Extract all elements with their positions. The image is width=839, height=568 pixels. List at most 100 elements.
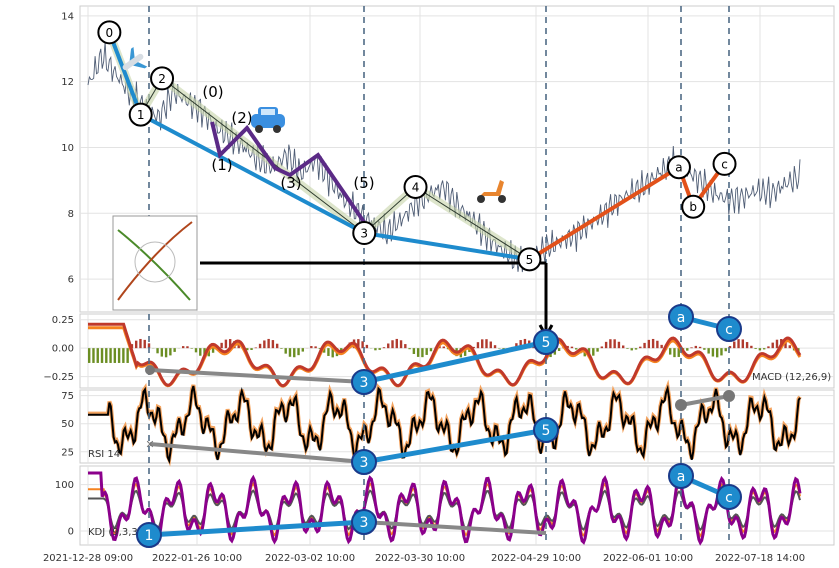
airplane-wing [129,47,148,69]
macd-histogram-bar [775,339,779,349]
macd-histogram-bar [361,341,364,349]
macd-histogram-bar [575,348,578,350]
macd-histogram-bar [143,339,146,349]
divergence-badge [533,329,559,355]
car-body [251,114,285,128]
scooter-wheel [498,195,506,203]
macd-histogram-bar [293,348,296,358]
macd-histogram-bar [271,340,275,349]
divergence-line-blue [148,519,365,538]
macd-histogram-bar [254,347,258,349]
macd-histogram-bar [105,348,108,363]
macd-histogram-bar [237,344,240,349]
macd-histogram-bar [515,343,518,349]
wave-point-label: 2 [158,72,166,86]
macd-histogram-bar [96,348,99,363]
macd-histogram-bar [408,348,411,350]
divergence-label: a [677,469,686,485]
scooter-wheel [477,195,485,203]
y-tick-label: 10 [61,143,74,154]
y-tick-label: 8 [68,209,74,220]
sub-wave-label: (1) [211,156,232,174]
macd-histogram-bar [472,346,475,349]
macd-histogram-bar [622,345,625,349]
macd-histogram-bar [750,345,753,349]
macd-histogram-bar [365,344,369,349]
macd-histogram-bar [331,348,334,358]
car-wheel [273,125,281,133]
macd-histogram-bar [698,346,702,349]
divergence-label: 3 [360,455,369,471]
wave-point-marker [517,247,542,272]
divergence-badge [716,316,742,342]
x-tick-label: 2022-03-02 10:00 [265,553,355,564]
macd-histogram-bar [322,348,326,353]
x-tick-label: 2021-12-28 09:00 [43,553,133,564]
macd-histogram-bar [395,338,398,349]
macd-histogram-bar [754,348,757,350]
thumbnail-curve [117,221,193,301]
macd-histogram-bar [489,341,492,349]
macd-histogram-bar [617,341,621,349]
macd-histogram-bar [626,348,629,349]
macd-histogram-bar [485,339,488,349]
wave-point-label: b [689,200,697,214]
x-tick-label: 2022-03-30 10:00 [375,553,465,564]
macd-histogram-bar [416,348,420,357]
wave-point-label: 5 [526,253,534,267]
macd-histogram-bar [737,339,740,349]
divergence-badge [533,417,559,443]
macd-histogram-bar [126,348,129,363]
macd-histogram-bar [297,348,300,356]
divergence-badge [668,304,694,330]
macd-histogram-bar [711,348,715,357]
rsi-line [88,384,801,465]
macd-histogram-bar [481,339,484,349]
x-tick-label: 2022-07-18 14:00 [715,553,805,564]
macd-histogram-bar [173,348,176,352]
macd-histogram-bar [399,340,403,349]
divergence-line-gray [149,368,365,384]
macd-histogram-bar [92,348,95,363]
wave-orange-line [528,162,727,262]
wave-purple-line [210,121,366,224]
macd-histogram-bar [301,348,304,352]
sub-wave-label: (2) [231,109,252,127]
sub-wave-label: (0) [202,83,223,101]
macd-histogram-bar [425,348,428,355]
macd-histogram-bar [211,348,215,353]
wave-point-marker [681,194,706,219]
kdj-label: KDJ (9,3,3) [88,527,142,538]
divergence-line-blue [363,339,547,385]
macd-histogram-bar [374,348,377,351]
wave-point-marker [666,155,691,180]
macd-histogram-bar [694,345,698,349]
sub-wave-label: (5) [353,174,374,192]
divergence-badge [668,463,694,489]
thumbnail-curve [117,229,191,301]
divergence-label: 3 [360,375,369,391]
divergence-label: 1 [145,528,154,544]
macd-histogram-bar [164,348,168,358]
macd-histogram-bar [566,345,569,349]
macd-histogram-bar [592,348,595,356]
thumbnail-ring [134,241,176,283]
macd-histogram-bar [190,348,193,349]
macd-histogram-bar [134,340,138,349]
macd-histogram-bar [639,346,642,349]
y-tick-label: 0.00 [52,344,74,355]
macd-histogram-bar [258,343,262,349]
wave-point-marker [97,20,122,45]
macd-histogram-bar [788,345,792,349]
macd-histogram-bar [246,348,249,351]
macd-histogram-bar [404,344,407,349]
y-tick-label: 14 [61,11,74,22]
macd-histogram-bar [387,343,390,349]
price-panel-frame [79,5,835,313]
macd-histogram-bar [758,348,762,351]
macd-histogram-bar [677,348,680,357]
macd-histogram-bar [784,341,787,349]
wave-blue-line [139,112,366,235]
macd-histogram-bar [100,348,104,363]
